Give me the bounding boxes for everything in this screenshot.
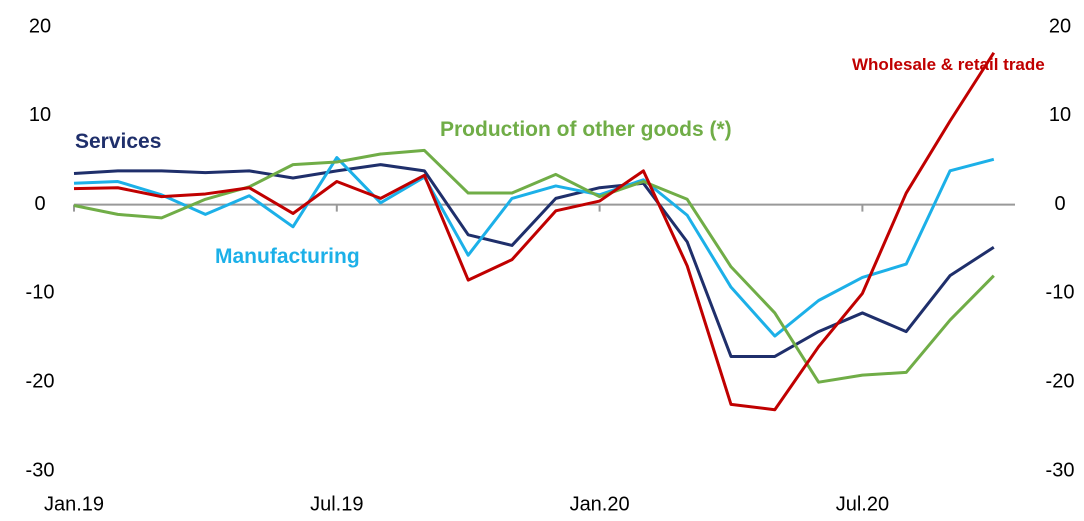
series-label: Wholesale & retail trade [852,55,1045,74]
y2-tick-label: -20 [1046,370,1075,392]
series-line [73,148,995,384]
y-tick-label: -30 [26,459,55,481]
y2-tick-label: 10 [1049,104,1071,126]
y2-tick-label: -10 [1046,282,1075,304]
y-tick-label: 0 [34,193,45,215]
series-line [73,51,996,412]
y2-tick-label: 20 [1049,15,1071,37]
y-tick-label: 20 [29,15,51,37]
series-label: Services [75,130,162,153]
series-label: Production of other goods (*) [440,118,732,141]
y-tick-label: -10 [26,282,55,304]
y-tick-label: -20 [26,370,55,392]
x-tick-label: Jul.19 [310,493,363,515]
y2-tick-label: -30 [1046,459,1075,481]
series-line [73,156,995,338]
x-tick-label: Jan.20 [570,493,630,515]
x-tick-label: Jan.19 [44,493,104,515]
y2-tick-label: 0 [1054,193,1065,215]
x-tick-label: Jul.20 [836,493,889,515]
series-label: Manufacturing [215,245,360,268]
y-tick-label: 10 [29,104,51,126]
